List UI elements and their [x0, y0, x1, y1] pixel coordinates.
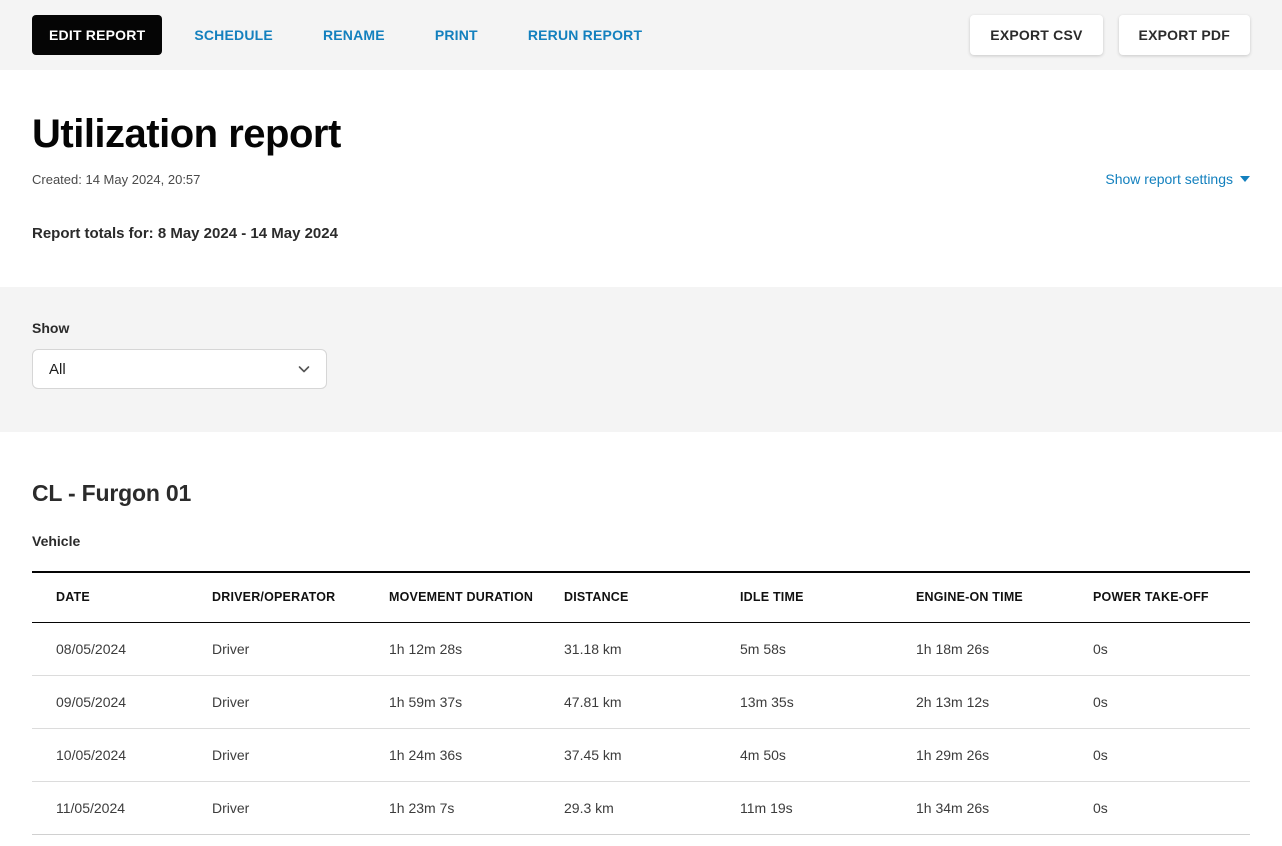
column-header-driver-operator: DRIVER/OPERATOR: [212, 590, 336, 605]
page-title: Utilization report: [32, 112, 341, 156]
export-csv-button[interactable]: EXPORT CSV: [970, 15, 1103, 55]
filter-panel: Show All: [0, 287, 1282, 432]
show-report-settings-label: Show report settings: [1105, 171, 1233, 187]
cell-power-take-off: 0s: [1093, 799, 1108, 816]
column-header-idle-time: IDLE TIME: [740, 590, 804, 605]
cell-movement-duration: 1h 12m 28s: [389, 640, 463, 657]
cell-date: 09/05/2024: [56, 693, 127, 710]
report-totals-label: Report totals for: 8 May 2024 - 14 May 2…: [32, 225, 338, 242]
table-row: 10/05/2024 Driver 1h 24m 36s 37.45 km 4m…: [32, 728, 1250, 781]
table-row: 09/05/2024 Driver 1h 59m 37s 47.81 km 13…: [32, 675, 1250, 728]
cell-power-take-off: 0s: [1093, 640, 1108, 657]
print-link[interactable]: PRINT: [434, 27, 478, 43]
column-header-distance: DISTANCE: [564, 590, 629, 605]
cell-engine-on-time: 1h 18m 26s: [916, 640, 990, 657]
cell-idle-time: 5m 58s: [740, 640, 786, 657]
cell-idle-time: 13m 35s: [740, 693, 794, 710]
cell-engine-on-time: 2h 13m 12s: [916, 693, 990, 710]
table-row: 11/05/2024 Driver 1h 23m 7s 29.3 km 11m …: [32, 781, 1250, 834]
table-row: 08/05/2024 Driver 1h 12m 28s 31.18 km 5m…: [32, 622, 1250, 675]
cell-driver: Driver: [212, 693, 250, 710]
caret-down-icon: [1240, 176, 1250, 182]
cell-power-take-off: 0s: [1093, 693, 1108, 710]
chevron-down-icon: [298, 366, 310, 373]
column-header-date: DATE: [56, 590, 90, 605]
report-header: Utilization report Created: 14 May 2024,…: [0, 108, 1282, 242]
cell-date: 11/05/2024: [56, 799, 126, 816]
created-timestamp: Created: 14 May 2024, 20:57: [32, 171, 201, 187]
cell-distance: 37.45 km: [564, 746, 622, 763]
cell-movement-duration: 1h 59m 37s: [389, 693, 463, 710]
cell-engine-on-time: 1h 34m 26s: [916, 799, 990, 816]
show-filter-selected-value: All: [49, 360, 66, 378]
cell-date: 08/05/2024: [56, 640, 127, 657]
cell-idle-time: 11m 19s: [740, 799, 793, 816]
cell-idle-time: 4m 50s: [740, 746, 786, 763]
show-filter-label: Show: [32, 320, 70, 336]
cell-distance: 29.3 km: [564, 799, 614, 816]
export-pdf-button[interactable]: EXPORT PDF: [1118, 15, 1250, 55]
cell-movement-duration: 1h 24m 36s: [389, 746, 463, 763]
cell-date: 10/05/2024: [56, 746, 127, 763]
vehicle-section-subtitle: Vehicle: [32, 533, 81, 549]
top-toolbar: EDIT REPORT SCHEDULE RENAME PRINT RERUN …: [0, 0, 1282, 70]
utilization-table: DATE DRIVER/OPERATOR MOVEMENT DURATION D…: [32, 571, 1250, 835]
cell-distance: 31.18 km: [564, 640, 622, 657]
column-header-power-take-off: POWER TAKE-OFF: [1093, 590, 1209, 605]
show-filter-select[interactable]: All: [32, 349, 327, 389]
cell-distance: 47.81 km: [564, 693, 622, 710]
cell-driver: Driver: [212, 640, 250, 657]
cell-movement-duration: 1h 23m 7s: [389, 799, 455, 816]
schedule-link[interactable]: SCHEDULE: [194, 27, 273, 43]
vehicle-section-title: CL - Furgon 01: [32, 480, 192, 506]
column-header-engine-on-time: ENGINE-ON TIME: [916, 590, 1023, 605]
edit-report-button[interactable]: EDIT REPORT: [32, 15, 163, 55]
cell-driver: Driver: [212, 746, 250, 763]
column-header-movement-duration: MOVEMENT DURATION: [389, 590, 534, 605]
cell-engine-on-time: 1h 29m 26s: [916, 746, 990, 763]
cell-driver: Driver: [212, 799, 250, 816]
show-report-settings-link[interactable]: Show report settings: [1105, 171, 1250, 187]
rename-link[interactable]: RENAME: [322, 27, 385, 43]
table-header-row: DATE DRIVER/OPERATOR MOVEMENT DURATION D…: [32, 572, 1250, 622]
cell-power-take-off: 0s: [1093, 746, 1108, 763]
vehicle-section: CL - Furgon 01 Vehicle DATE DRIVER/OPERA…: [0, 480, 1282, 835]
rerun-report-link[interactable]: RERUN REPORT: [527, 27, 643, 43]
